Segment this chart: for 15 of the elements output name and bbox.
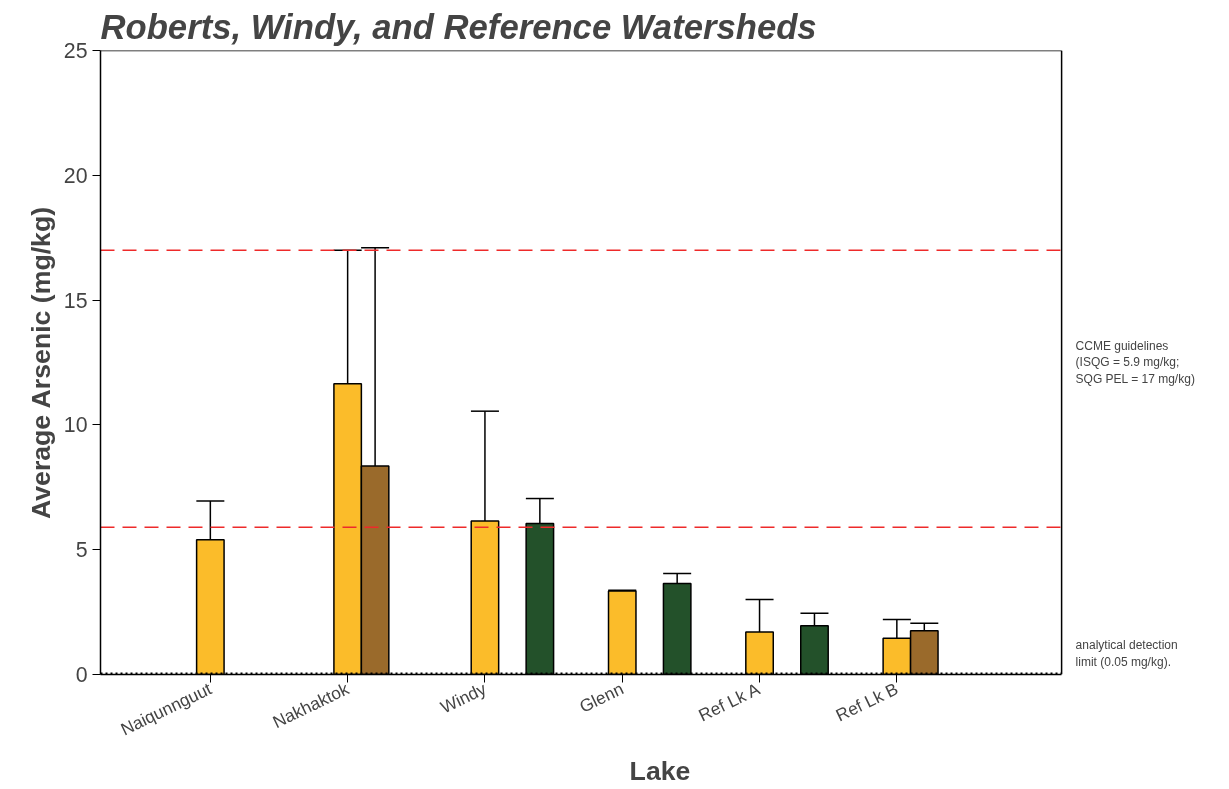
x-tick-label: Ref Lk B [832, 678, 902, 726]
x-tick-label: Glenn [576, 678, 627, 717]
y-tick-label: 10 [63, 413, 88, 438]
y-tick-label: 0 [75, 663, 88, 687]
y-tick-label: 20 [63, 163, 88, 188]
y-tick-label: 25 [63, 39, 88, 63]
x-tick-label: Ref Lk A [695, 678, 764, 726]
ref-line-label: analytical detection limit (0.05 mg/kg). [1075, 638, 1178, 670]
x-tick-label: Windy [437, 678, 490, 718]
text: CCME guidelines (ISQG = 5.9 mg/kg; SQG PEL = 17 mg/kg) [1075, 338, 1195, 387]
y-axis-title: Average Arsenic (mg/kg) [25, 206, 56, 520]
chart-title: Roberts, Windy, and Reference Watersheds [100, 7, 817, 46]
x-axis-title: Lake [629, 756, 691, 787]
y-tick-label: 5 [75, 538, 88, 563]
y-tick-label: 15 [63, 288, 88, 313]
